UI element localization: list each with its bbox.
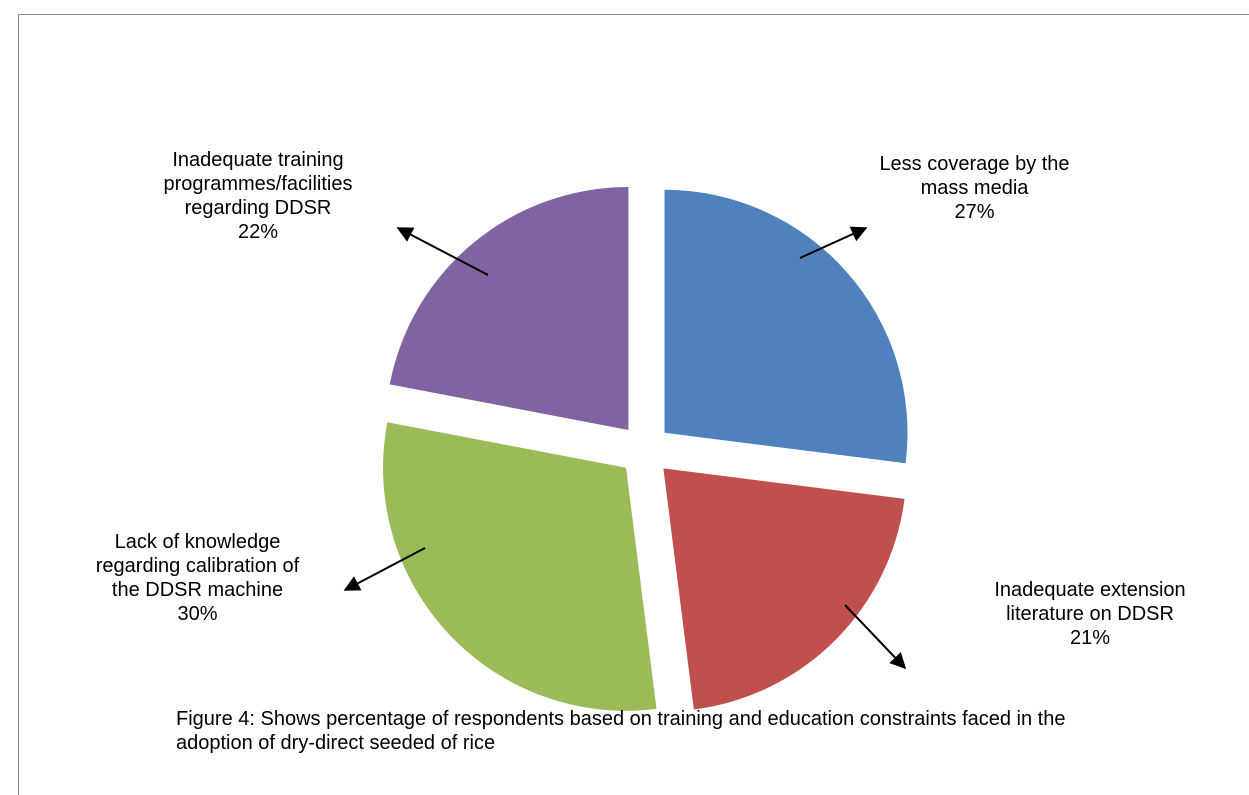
- slices: [383, 186, 908, 711]
- chart: [343, 186, 908, 711]
- slice-label: Inadequate extension literature on DDSR …: [975, 578, 1205, 650]
- slice-label: Inadequate training programmes/facilitie…: [143, 148, 373, 244]
- category-label: Lack of knowledge regarding calibration …: [95, 531, 300, 601]
- value-label: 27%: [954, 201, 995, 223]
- category-label: Less coverage by the mass media: [879, 153, 1070, 199]
- slice-label: Less coverage by the mass media 27%: [862, 152, 1087, 224]
- leader-lines: [343, 226, 907, 670]
- caption: Figure 4: Shows percentage of respondent…: [176, 708, 1066, 754]
- value-label: 21%: [1069, 627, 1111, 649]
- value-label: 30%: [177, 603, 218, 625]
- leader-line: [799, 226, 868, 259]
- page: Less coverage by the mass media 27% Inad…: [18, 14, 1249, 795]
- frame: [18, 14, 1249, 795]
- pie-slice: [664, 189, 908, 464]
- value-label: 22%: [237, 221, 279, 243]
- category-label: Inadequate extension literature on DDSR: [994, 579, 1186, 625]
- leader-line: [343, 547, 426, 591]
- pie-slice: [389, 186, 629, 430]
- leader-line: [844, 604, 907, 670]
- pie-slice: [383, 422, 657, 711]
- pie-slice: [663, 468, 905, 710]
- category-label: Inadequate training programmes/facilitie…: [163, 149, 353, 219]
- slice-label: Lack of knowledge regarding calibration …: [90, 530, 305, 626]
- leader-line: [396, 227, 489, 276]
